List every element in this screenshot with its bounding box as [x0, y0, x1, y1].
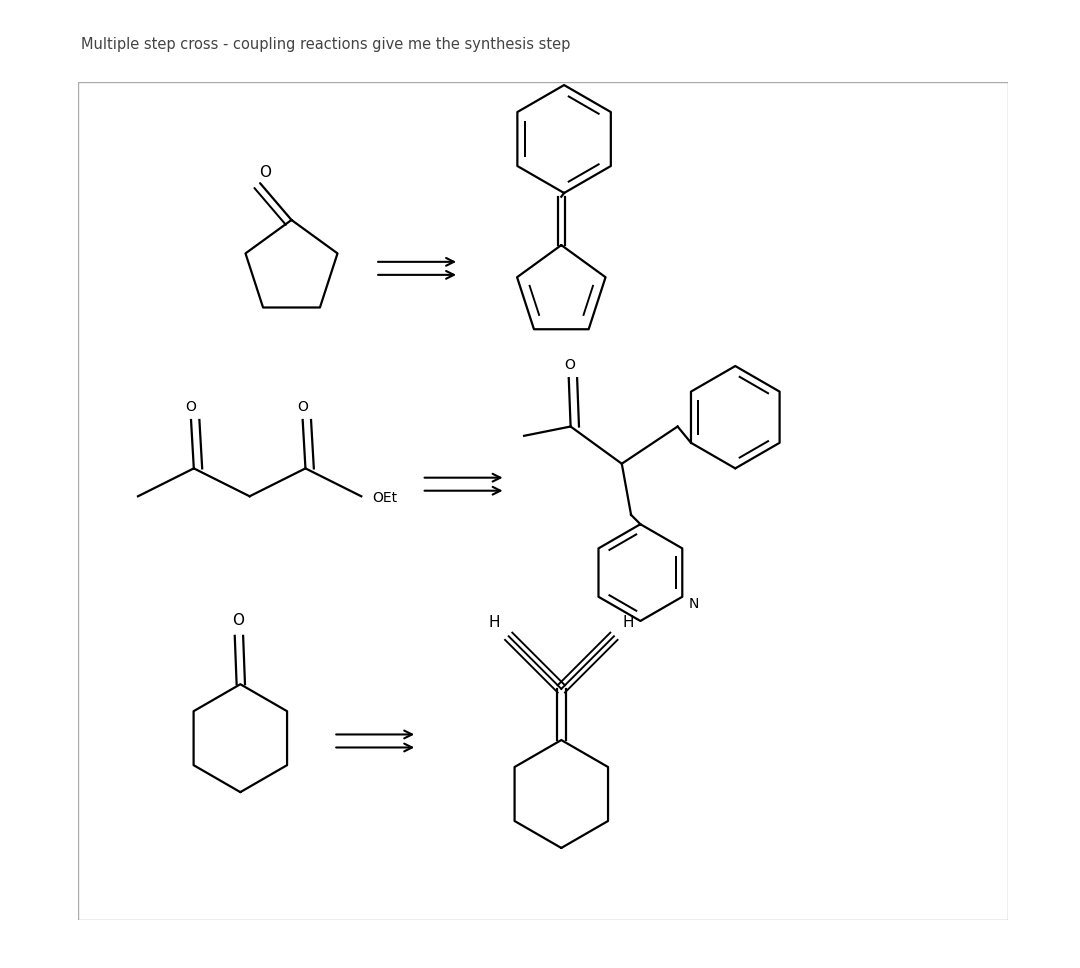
Text: O: O — [259, 165, 271, 179]
Text: O: O — [297, 400, 308, 414]
Text: O: O — [232, 614, 244, 628]
Text: H: H — [489, 615, 500, 630]
FancyBboxPatch shape — [78, 82, 1008, 920]
Text: O: O — [186, 400, 197, 414]
Text: OEt: OEt — [373, 491, 397, 505]
Text: O: O — [564, 358, 576, 372]
Text: H: H — [622, 615, 634, 630]
Text: Multiple step cross - coupling reactions give me the synthesis step: Multiple step cross - coupling reactions… — [81, 37, 570, 51]
Text: N: N — [688, 597, 699, 611]
